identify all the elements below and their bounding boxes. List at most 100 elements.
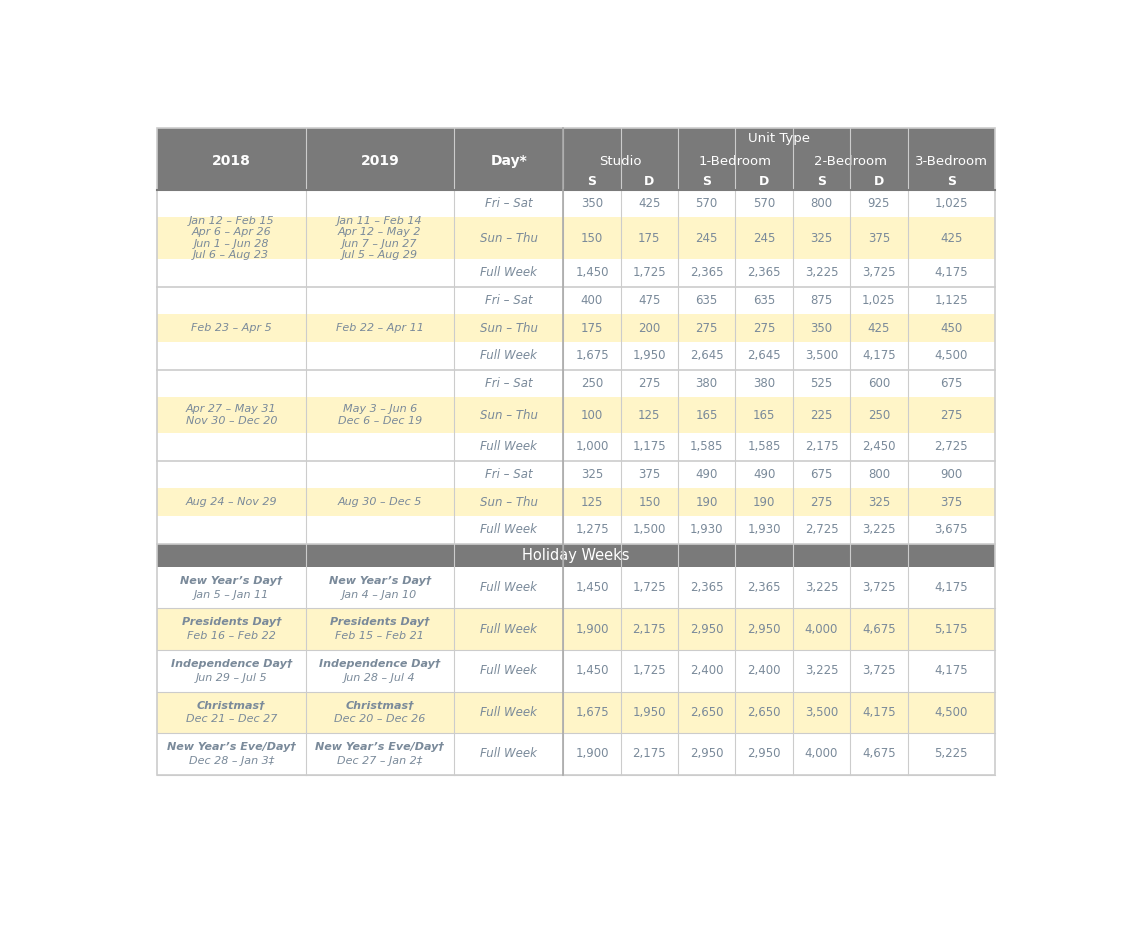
Text: 1,725: 1,725 — [633, 665, 667, 677]
Text: 1,585: 1,585 — [690, 440, 724, 454]
Text: 275: 275 — [810, 495, 833, 509]
Text: 2,650: 2,650 — [690, 706, 724, 719]
Text: 250: 250 — [581, 378, 604, 390]
Text: 635: 635 — [753, 294, 776, 307]
Text: Dec 27 – Jan 2‡: Dec 27 – Jan 2‡ — [337, 756, 423, 766]
Bar — [157, 189, 995, 217]
Text: Presidents Day†: Presidents Day† — [181, 617, 281, 628]
Text: Sun – Thu: Sun – Thu — [480, 495, 537, 509]
Text: Apr 27 – May 31
Nov 30 – Dec 20: Apr 27 – May 31 Nov 30 – Dec 20 — [185, 404, 278, 426]
Text: 3,225: 3,225 — [805, 266, 839, 280]
Text: 3,500: 3,500 — [805, 349, 839, 362]
Text: 570: 570 — [753, 197, 776, 210]
Text: 2,400: 2,400 — [690, 665, 724, 677]
Bar — [157, 286, 995, 315]
Text: Full Week: Full Week — [480, 665, 537, 677]
Text: May 3 – Jun 6
Dec 6 – Dec 19: May 3 – Jun 6 Dec 6 – Dec 19 — [337, 404, 422, 426]
Text: 1,950: 1,950 — [633, 706, 667, 719]
Text: Christmas†: Christmas† — [345, 701, 414, 710]
Text: 190: 190 — [696, 495, 718, 509]
Text: 2018: 2018 — [212, 154, 251, 168]
Text: 1,275: 1,275 — [575, 523, 609, 536]
Text: 2-Bedroom: 2-Bedroom — [814, 155, 887, 167]
Text: D: D — [873, 175, 883, 187]
Bar — [157, 609, 995, 650]
Text: 175: 175 — [638, 232, 661, 244]
Text: Full Week: Full Week — [480, 623, 537, 636]
Text: 275: 275 — [638, 378, 661, 390]
Text: 2,650: 2,650 — [747, 706, 781, 719]
Text: 1,725: 1,725 — [633, 581, 667, 594]
Text: 1,930: 1,930 — [690, 523, 724, 536]
Bar — [157, 259, 995, 286]
Bar — [157, 315, 995, 342]
Bar — [157, 433, 995, 460]
Text: Unit Type: Unit Type — [749, 132, 810, 146]
Text: 150: 150 — [581, 232, 604, 244]
Text: 3,675: 3,675 — [934, 523, 968, 536]
Text: 325: 325 — [581, 468, 604, 481]
Text: 3-Bedroom: 3-Bedroom — [915, 155, 988, 167]
Text: 225: 225 — [810, 409, 833, 421]
Text: 190: 190 — [753, 495, 776, 509]
Text: 1-Bedroom: 1-Bedroom — [699, 155, 772, 167]
Text: Jan 4 – Jan 10: Jan 4 – Jan 10 — [342, 590, 417, 599]
Text: 1,450: 1,450 — [575, 665, 609, 677]
Text: 275: 275 — [940, 409, 962, 421]
Text: 2,365: 2,365 — [690, 266, 724, 280]
Text: 1,725: 1,725 — [633, 266, 667, 280]
Text: 1,450: 1,450 — [575, 581, 609, 594]
Text: 375: 375 — [638, 468, 661, 481]
Text: S: S — [702, 175, 711, 187]
Text: 1,900: 1,900 — [575, 623, 609, 636]
Text: 2019: 2019 — [361, 154, 399, 168]
Text: D: D — [759, 175, 769, 187]
Bar — [157, 217, 995, 259]
Text: 100: 100 — [581, 409, 604, 421]
Text: 875: 875 — [810, 294, 833, 307]
Text: Jan 5 – Jan 11: Jan 5 – Jan 11 — [193, 590, 269, 599]
Text: S: S — [588, 175, 597, 187]
Text: 1,175: 1,175 — [633, 440, 667, 454]
Text: 5,175: 5,175 — [934, 623, 968, 636]
Text: 4,000: 4,000 — [805, 623, 839, 636]
Text: 1,950: 1,950 — [633, 349, 667, 362]
Text: 490: 490 — [696, 468, 718, 481]
Text: 2,175: 2,175 — [805, 440, 839, 454]
Text: 275: 275 — [696, 321, 718, 335]
Text: Holiday Weeks: Holiday Weeks — [523, 548, 629, 563]
Text: 380: 380 — [753, 378, 776, 390]
Text: 380: 380 — [696, 378, 718, 390]
Text: Fri – Sat: Fri – Sat — [484, 468, 533, 481]
Text: 4,000: 4,000 — [805, 747, 839, 761]
Text: 2,365: 2,365 — [747, 266, 781, 280]
Text: 375: 375 — [868, 232, 890, 244]
Text: 2,365: 2,365 — [747, 581, 781, 594]
Text: 1,930: 1,930 — [747, 523, 781, 536]
Text: Fri – Sat: Fri – Sat — [484, 378, 533, 390]
Bar — [157, 128, 995, 149]
Text: 600: 600 — [868, 378, 890, 390]
Text: 800: 800 — [810, 197, 833, 210]
Text: 2,725: 2,725 — [805, 523, 839, 536]
Text: 900: 900 — [940, 468, 962, 481]
Text: 4,675: 4,675 — [862, 623, 896, 636]
Text: Aug 24 – Nov 29: Aug 24 – Nov 29 — [185, 497, 278, 507]
Text: Full Week: Full Week — [480, 523, 537, 536]
Text: 1,675: 1,675 — [575, 706, 609, 719]
Text: 125: 125 — [581, 495, 604, 509]
Text: 4,675: 4,675 — [862, 747, 896, 761]
Text: 635: 635 — [696, 294, 718, 307]
Bar — [157, 342, 995, 370]
Text: 675: 675 — [940, 378, 962, 390]
Bar — [157, 173, 995, 189]
Text: Full Week: Full Week — [480, 581, 537, 594]
Bar — [157, 650, 995, 691]
Bar — [157, 691, 995, 733]
Text: Independence Day†: Independence Day† — [171, 659, 292, 669]
Text: Jun 29 – Jul 5: Jun 29 – Jul 5 — [196, 672, 268, 683]
Text: 1,500: 1,500 — [633, 523, 667, 536]
Text: 3,725: 3,725 — [862, 266, 896, 280]
Text: Jan 11 – Feb 14
Apr 12 – May 2
Jun 7 – Jun 27
Jul 5 – Aug 29: Jan 11 – Feb 14 Apr 12 – May 2 Jun 7 – J… — [337, 216, 423, 261]
Text: Studio: Studio — [599, 155, 642, 167]
